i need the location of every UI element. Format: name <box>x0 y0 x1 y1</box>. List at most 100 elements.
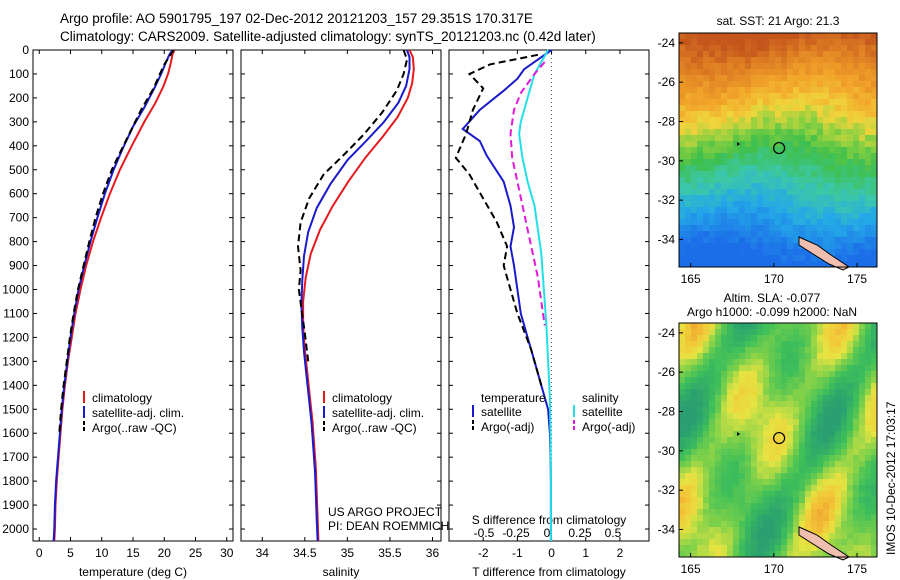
map-cell <box>769 129 776 136</box>
map-cell <box>841 329 848 336</box>
map-cell <box>871 425 878 432</box>
map-cell <box>715 75 722 82</box>
map-cell <box>745 503 752 510</box>
map-cell <box>787 503 794 510</box>
map-cell <box>751 93 758 100</box>
map-cell <box>685 353 692 360</box>
map-cell <box>847 201 854 208</box>
map-cell <box>733 365 740 372</box>
map-cell <box>757 443 764 450</box>
map-cell <box>793 225 800 232</box>
map-cell <box>685 117 692 124</box>
map-cell <box>775 81 782 88</box>
map-cell <box>691 177 698 184</box>
map-cell <box>709 497 716 504</box>
map-cell <box>775 171 782 178</box>
legend-label: satellite-adj. clim. <box>332 406 424 420</box>
map-cell <box>709 407 716 414</box>
map-cell <box>793 237 800 244</box>
map-cell <box>751 419 758 426</box>
map-cell <box>781 117 788 124</box>
map-cell <box>841 87 848 94</box>
timestamp-stamp: IMOS 10-Dec-2012 17:03:17 <box>884 401 898 555</box>
map-cell <box>793 105 800 112</box>
x-tick-label: 36 <box>426 546 440 560</box>
map-cell <box>871 533 878 540</box>
map-cell <box>679 527 686 534</box>
map-cell <box>679 213 686 220</box>
map-cell <box>715 207 722 214</box>
map-cell <box>829 497 836 504</box>
map-cell <box>715 81 722 88</box>
map-cell <box>727 63 734 70</box>
map-cell <box>733 377 740 384</box>
map-cell <box>781 237 788 244</box>
map-cell <box>757 545 764 552</box>
map-cell <box>745 407 752 414</box>
map-cell <box>775 177 782 184</box>
map-cell <box>853 93 860 100</box>
map-cell <box>829 51 836 58</box>
map-cell <box>751 39 758 46</box>
map-cell <box>823 33 830 40</box>
argo-location-marker <box>773 141 786 155</box>
map-cell <box>751 383 758 390</box>
map-cell <box>745 533 752 540</box>
map-cell <box>769 243 776 250</box>
map-cell <box>829 509 836 516</box>
map-cell <box>763 491 770 498</box>
map-cell <box>775 491 782 498</box>
map-cell <box>853 171 860 178</box>
map-cell <box>739 401 746 408</box>
map-cell <box>745 159 752 166</box>
map-cell <box>829 105 836 112</box>
map-cell <box>769 413 776 420</box>
map-cell <box>829 33 836 40</box>
map-cell <box>865 347 872 354</box>
map-cell <box>817 497 824 504</box>
map-cell <box>679 39 686 46</box>
map-cell <box>709 467 716 474</box>
map-cell <box>847 551 854 558</box>
map-cell <box>829 347 836 354</box>
map-cell <box>835 347 842 354</box>
map-cell <box>751 545 758 552</box>
map-cell <box>859 473 866 480</box>
map-cell <box>787 45 794 52</box>
map-cell <box>715 509 722 516</box>
map-cell <box>685 359 692 366</box>
map-cell <box>757 243 764 250</box>
map-cell <box>697 491 704 498</box>
map-cell <box>823 177 830 184</box>
map-cell <box>685 383 692 390</box>
map-cell <box>715 231 722 238</box>
map-cell <box>865 171 872 178</box>
map-cell <box>691 225 698 232</box>
map-cell <box>847 497 854 504</box>
map-cell <box>847 105 854 112</box>
map-cell <box>853 219 860 226</box>
map-cell <box>739 231 746 238</box>
map-cell <box>709 377 716 384</box>
map-cell <box>853 207 860 214</box>
map-cell <box>787 461 794 468</box>
map-cell <box>721 57 728 64</box>
map-cell <box>805 389 812 396</box>
map-cell <box>835 99 842 106</box>
map-cell <box>691 45 698 52</box>
map-cell <box>817 93 824 100</box>
map-cell <box>739 45 746 52</box>
map-cell <box>787 261 794 268</box>
map-cell <box>703 249 710 256</box>
map-cell <box>703 45 710 52</box>
map-cell <box>799 249 806 256</box>
profile-panel-1: 0100200300400500600700800900100011001200… <box>2 43 233 579</box>
map-cell <box>763 329 770 336</box>
map-cell <box>823 509 830 516</box>
map-cell <box>733 533 740 540</box>
map-cell <box>811 485 818 492</box>
map-cell <box>823 243 830 250</box>
map-cell <box>817 329 824 336</box>
map-cell <box>787 329 794 336</box>
map-cell <box>853 467 860 474</box>
